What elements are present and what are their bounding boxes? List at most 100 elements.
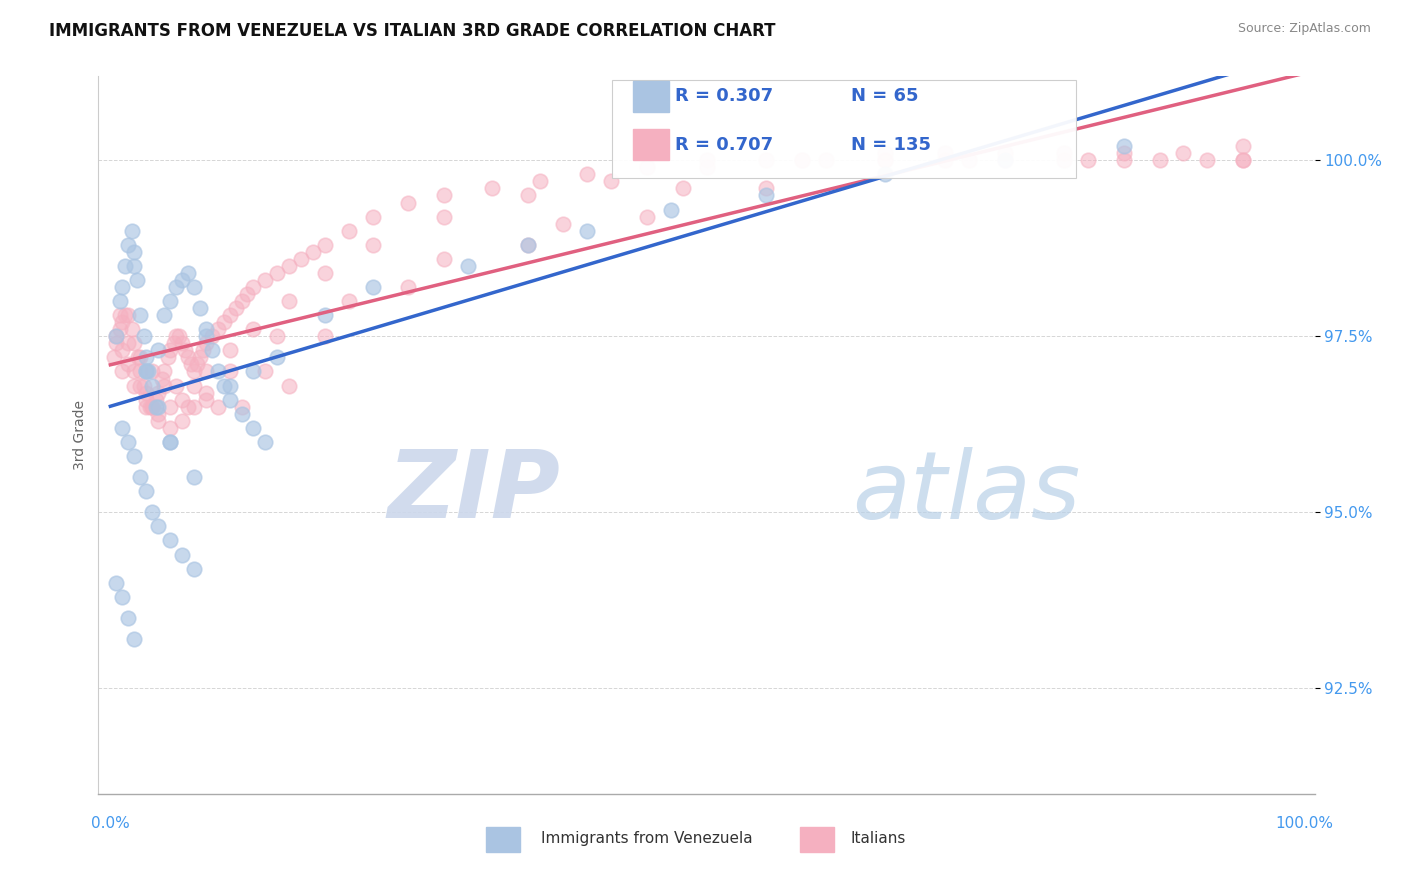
Point [135,484,157,499]
Point [117,358,139,372]
Point [138,400,160,414]
Point [170,392,193,407]
Point [218,308,240,322]
Point [114,308,136,322]
Point [153,378,176,392]
Point [225,301,247,315]
Point [135,400,157,414]
Point [159,421,181,435]
Point [659,202,682,217]
Point [183,364,205,378]
Text: R = 0.307: R = 0.307 [675,87,773,105]
Point [207,364,229,378]
Point [254,273,277,287]
Text: atlas: atlas [852,447,1081,538]
Point [875,153,897,168]
Point [121,224,143,238]
Text: R = 0.707: R = 0.707 [675,136,773,153]
Point [129,351,152,365]
Point [170,336,193,351]
Point [122,632,145,646]
Point [242,280,264,294]
Point [218,364,240,378]
Point [105,329,128,343]
Point [314,329,336,343]
Point [1112,146,1135,161]
Point [254,434,277,449]
Point [146,400,169,414]
Point [337,294,360,309]
Point [1197,153,1219,168]
Point [1232,139,1254,153]
Point [122,364,145,378]
Point [207,400,229,414]
Point [186,358,208,372]
Point [146,407,169,421]
Point [183,378,205,392]
Point [127,351,149,365]
Point [278,378,301,392]
Point [194,385,217,400]
Text: Italians: Italians [851,831,905,846]
Point [212,315,235,329]
Point [153,364,176,378]
Point [242,421,264,435]
Point [212,378,235,392]
Point [108,308,131,322]
Point [231,407,253,421]
Point [174,343,197,358]
Point [132,329,155,343]
Point [194,322,217,336]
Point [159,434,181,449]
Point [146,343,169,358]
Point [169,329,191,343]
Point [111,364,134,378]
Point [121,322,143,336]
Point [170,548,193,562]
Point [117,237,139,252]
Point [117,434,139,449]
Point [361,237,384,252]
Point [790,153,813,168]
Point [1112,139,1135,153]
Point [314,266,336,280]
Point [177,351,200,365]
Point [396,195,419,210]
Point [159,294,181,309]
Text: ZIP: ZIP [388,446,561,538]
Point [153,308,176,322]
Point [105,329,128,343]
Point [875,153,897,168]
Point [117,308,139,322]
Point [529,174,551,188]
Point [242,364,264,378]
Point [170,273,193,287]
Point [1053,153,1076,168]
Point [105,575,128,590]
Text: N = 65: N = 65 [851,87,918,105]
Point [162,336,184,351]
Point [201,329,224,343]
Point [433,188,456,202]
Point [433,210,456,224]
Point [111,315,134,329]
Point [132,378,155,392]
Point [361,280,384,294]
Point [266,351,288,365]
Point [117,336,139,351]
Point [755,181,778,195]
Text: 100.0%: 100.0% [1275,816,1333,830]
Text: 0.0%: 0.0% [91,816,131,830]
Point [875,146,897,161]
Point [218,378,240,392]
Y-axis label: 3rd Grade: 3rd Grade [73,400,87,470]
Point [516,237,538,252]
Point [180,358,202,372]
Point [314,308,336,322]
Point [1173,146,1195,161]
Point [194,336,217,351]
Point [138,364,160,378]
Point [636,210,658,224]
Point [433,252,456,266]
Point [302,244,325,259]
